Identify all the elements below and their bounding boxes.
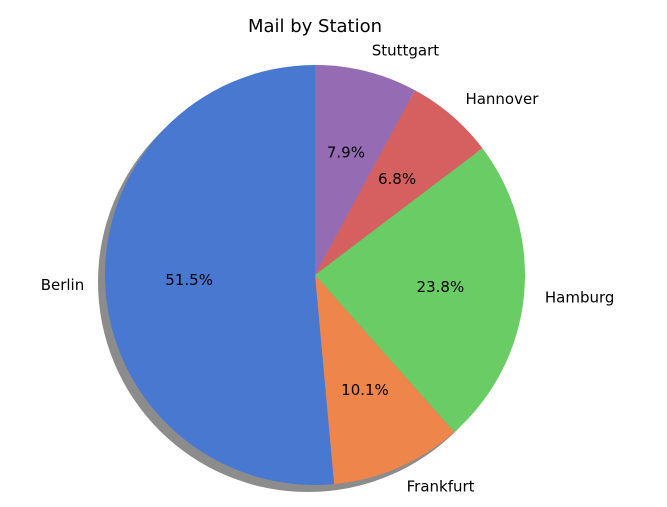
pie-slice-stuttgart xyxy=(315,65,415,275)
pie-slice-hannover xyxy=(315,90,483,275)
category-label-berlin: Berlin xyxy=(41,276,85,294)
category-label-hannover: Hannover xyxy=(465,90,539,108)
percent-label-hamburg: 23.8% xyxy=(417,278,465,296)
category-labels: Stuttgart Hannover Hamburg Frankfurt Berlin xyxy=(41,42,615,496)
percent-label-frankfurt: 10.1% xyxy=(341,381,389,399)
category-label-frankfurt: Frankfurt xyxy=(407,478,475,496)
percent-label-hannover: 6.8% xyxy=(378,170,416,188)
pie-slice-frankfurt xyxy=(315,275,455,485)
pie-slices xyxy=(105,65,525,485)
pie-slice-berlin xyxy=(105,65,335,485)
percent-label-stuttgart: 7.9% xyxy=(327,143,365,161)
chart-title: Mail by Station xyxy=(248,16,382,37)
category-label-hamburg: Hamburg xyxy=(545,288,615,306)
percent-labels: 7.9% 6.8% 23.8% 10.1% 51.5% xyxy=(165,143,464,399)
pie-slice-hamburg xyxy=(315,148,525,433)
percent-label-berlin: 51.5% xyxy=(165,271,213,289)
category-label-stuttgart: Stuttgart xyxy=(372,42,440,60)
